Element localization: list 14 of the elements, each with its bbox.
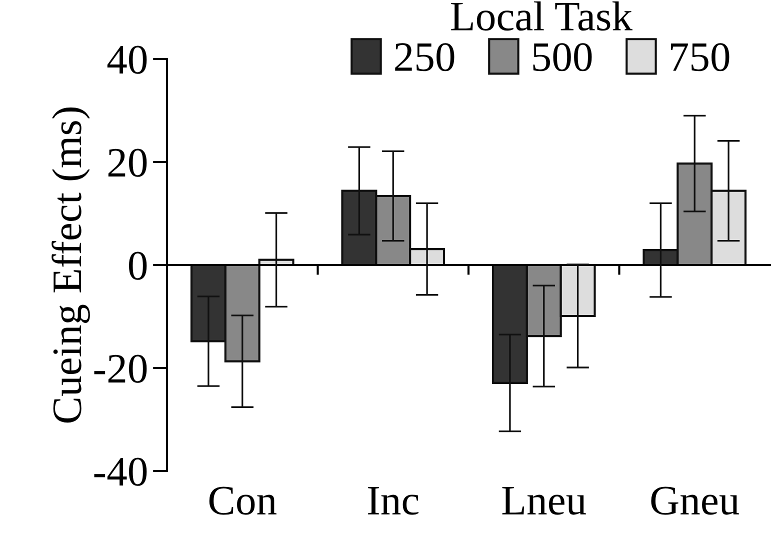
- x-tick-label: Con: [209, 486, 276, 515]
- y-tick-label: 20: [108, 148, 147, 177]
- x-tick-label: Gneu: [651, 486, 740, 515]
- y-tick-label: -40: [94, 458, 147, 486]
- legend-title: Local Task: [451, 1, 633, 31]
- x-tick-label: Lneu: [502, 487, 586, 515]
- legend-label: 750: [671, 43, 730, 72]
- legend-label: 500: [533, 43, 592, 72]
- y-tick-label: 0: [129, 252, 147, 280]
- y-axis-title: Cueing Effect (ms): [52, 108, 90, 423]
- x-tick-label: Inc: [368, 487, 418, 515]
- legend-label: 250: [395, 43, 454, 72]
- y-tick-label: -20: [94, 354, 147, 383]
- y-tick-label: 40: [107, 46, 147, 74]
